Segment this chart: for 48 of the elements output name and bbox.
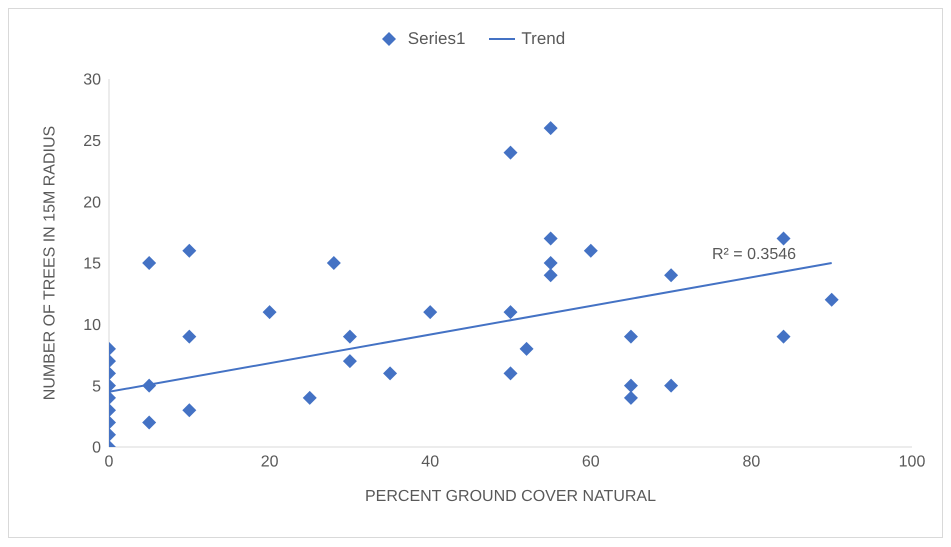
point	[544, 256, 558, 270]
point	[504, 305, 518, 320]
point	[776, 330, 791, 344]
point	[423, 305, 438, 320]
y-axis-title: NUMBER OF TREES IN 15M RADIUS	[42, 126, 59, 400]
point	[342, 330, 357, 344]
point	[544, 121, 558, 136]
point	[142, 415, 156, 430]
point	[624, 330, 638, 344]
y-tick-label: 30	[83, 72, 102, 89]
x-tick-label: 100	[898, 453, 926, 470]
y-tick-label: 25	[83, 133, 102, 150]
point	[326, 256, 341, 270]
annotation: R² = 0.3546	[712, 246, 796, 263]
x-tick-label: 20	[260, 453, 279, 470]
legend-label: Series1	[408, 29, 466, 49]
point	[624, 378, 638, 393]
y-tick-label: 5	[92, 378, 102, 396]
point	[262, 305, 277, 320]
point	[504, 366, 518, 380]
point	[824, 292, 839, 307]
point	[584, 244, 598, 258]
point	[776, 231, 791, 246]
point	[544, 268, 558, 282]
y-tick-label: 0	[92, 440, 102, 457]
point	[142, 256, 156, 270]
legend-label: Trend	[521, 29, 566, 49]
point	[182, 244, 196, 258]
point	[664, 378, 678, 393]
y-tick-label: 20	[83, 194, 102, 212]
point	[182, 403, 196, 418]
y-tick-label: 10	[83, 317, 102, 334]
point	[302, 390, 317, 405]
point	[544, 231, 558, 246]
x-tick-label: 80	[742, 453, 760, 470]
point	[504, 146, 518, 160]
x-tick-label: 0	[104, 453, 114, 470]
point	[520, 342, 534, 356]
point	[142, 378, 156, 393]
point	[664, 268, 678, 282]
point	[624, 390, 638, 405]
point	[182, 330, 196, 344]
x-tick-label: 40	[421, 453, 440, 470]
point	[383, 366, 398, 380]
x-tick-label: 60	[582, 453, 600, 470]
point	[342, 354, 357, 368]
y-tick-label: 15	[83, 256, 102, 273]
x-axis-title: PERCENT GROUND COVER NATURAL	[365, 488, 656, 505]
